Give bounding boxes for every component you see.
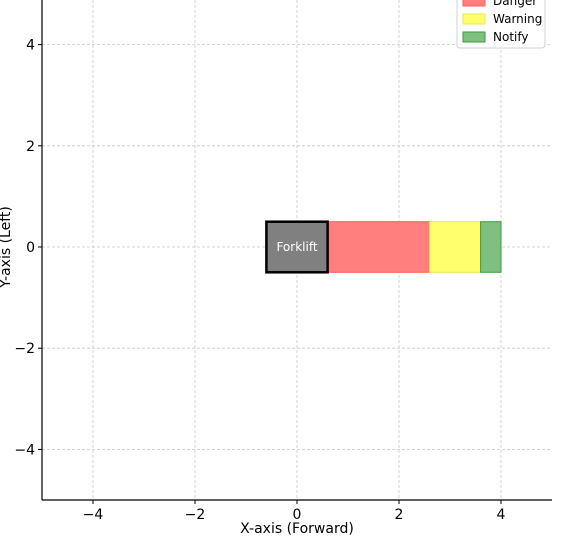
y-tick-label: 0 xyxy=(26,240,35,256)
y-tick-label: −2 xyxy=(14,341,35,357)
zones xyxy=(327,221,502,273)
legend-label-danger: Danger xyxy=(493,0,537,8)
forklift-rect xyxy=(265,220,329,274)
x-tick-label: −4 xyxy=(83,507,104,523)
x-tick-label: −2 xyxy=(185,507,206,523)
x-axis-label: X-axis (Forward) xyxy=(240,521,354,537)
legend: Danger Warning Notify xyxy=(456,0,546,49)
x-tick-label: 4 xyxy=(497,507,506,523)
legend-swatch-danger xyxy=(462,0,486,7)
y-tick-label: 2 xyxy=(26,139,35,155)
legend-swatch-notify xyxy=(462,31,486,43)
zone-danger-rect xyxy=(327,221,431,273)
legend-swatch-warning xyxy=(462,13,486,25)
forklift-label: Forklift xyxy=(276,240,317,254)
y-axis-label: Y-axis (Left) xyxy=(0,206,14,289)
y-tick-label: 4 xyxy=(26,38,35,54)
legend-label-notify: Notify xyxy=(493,30,528,44)
zone-warning-rect xyxy=(429,221,482,273)
forklift-group: Forklift xyxy=(265,220,329,274)
x-tick-label: 2 xyxy=(395,507,404,523)
zone-notify-rect xyxy=(480,221,502,273)
x-tick-label: 0 xyxy=(293,507,302,523)
legend-label-warning: Warning xyxy=(493,12,542,26)
y-tick-label: −4 xyxy=(14,442,35,458)
ticks: −4 −2 0 2 4 −4 −2 0 2 4 xyxy=(14,38,505,523)
